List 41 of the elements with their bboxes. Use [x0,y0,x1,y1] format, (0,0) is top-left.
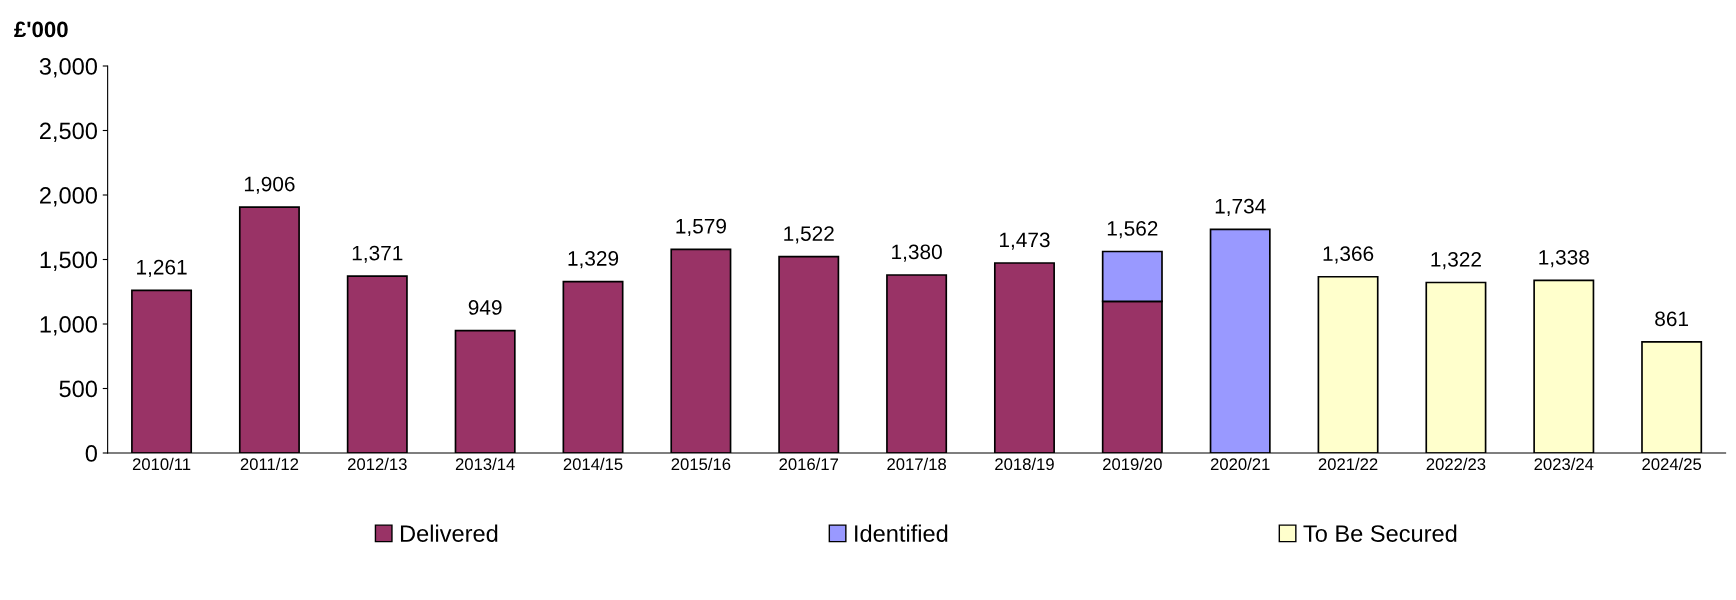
y-tick-label: 1,000 [40,316,97,336]
legend-label: To Be Secured [1303,524,1457,542]
total-label: 1,906 [244,176,295,194]
total-label: 1,338 [1539,249,1589,268]
x-tick-label: 2021/22 [1318,457,1378,471]
x-tick-label: 2012/13 [348,457,407,471]
total-label: 1,522 [784,226,834,244]
x-tick-label: 2014/15 [563,457,623,471]
total-label: 1,329 [568,251,619,269]
x-tick-label: 2019/20 [1103,457,1162,471]
y-axis-title: £'000 [14,21,68,38]
x-tick-label: 2015/16 [671,457,731,471]
total-label: 1,366 [1323,246,1374,264]
y-tick-label: 2,500 [40,122,97,143]
x-tick-label: 2024/25 [1642,457,1702,471]
legend-label: Delivered [400,524,498,542]
y-tick-label: 2,000 [40,187,97,207]
x-tick-label: 2018/19 [995,457,1054,471]
x-tick-label: 2020/21 [1210,457,1270,471]
total-label: 949 [468,300,502,315]
y-tick-label: 3,000 [39,58,97,78]
x-tick-label: 2017/18 [887,457,947,471]
x-tick-label: 2023/24 [1534,457,1594,471]
total-label: 1,473 [1000,232,1050,250]
total-label: 1,322 [1431,251,1481,270]
total-label: 1,734 [1215,198,1266,217]
x-tick-label: 2016/17 [779,457,839,471]
x-tick-label: 2013/14 [455,457,515,471]
x-tick-label: 2011/12 [240,457,299,471]
y-tick-label: 1,500 [40,251,97,272]
total-label: 1,261 [137,259,187,278]
total-label: 1,562 [1107,221,1158,239]
x-tick-label: 2022/23 [1426,457,1486,471]
total-label: 1,579 [676,218,726,237]
y-tick-label: 0 [85,445,97,462]
total-label: 1,380 [892,244,942,262]
total-label: 861 [1655,311,1689,327]
legend-label: Identified [855,524,948,542]
x-tick-label: 2010/11 [132,457,191,471]
total-label: 1,371 [352,245,403,263]
y-tick-label: 500 [59,380,97,398]
